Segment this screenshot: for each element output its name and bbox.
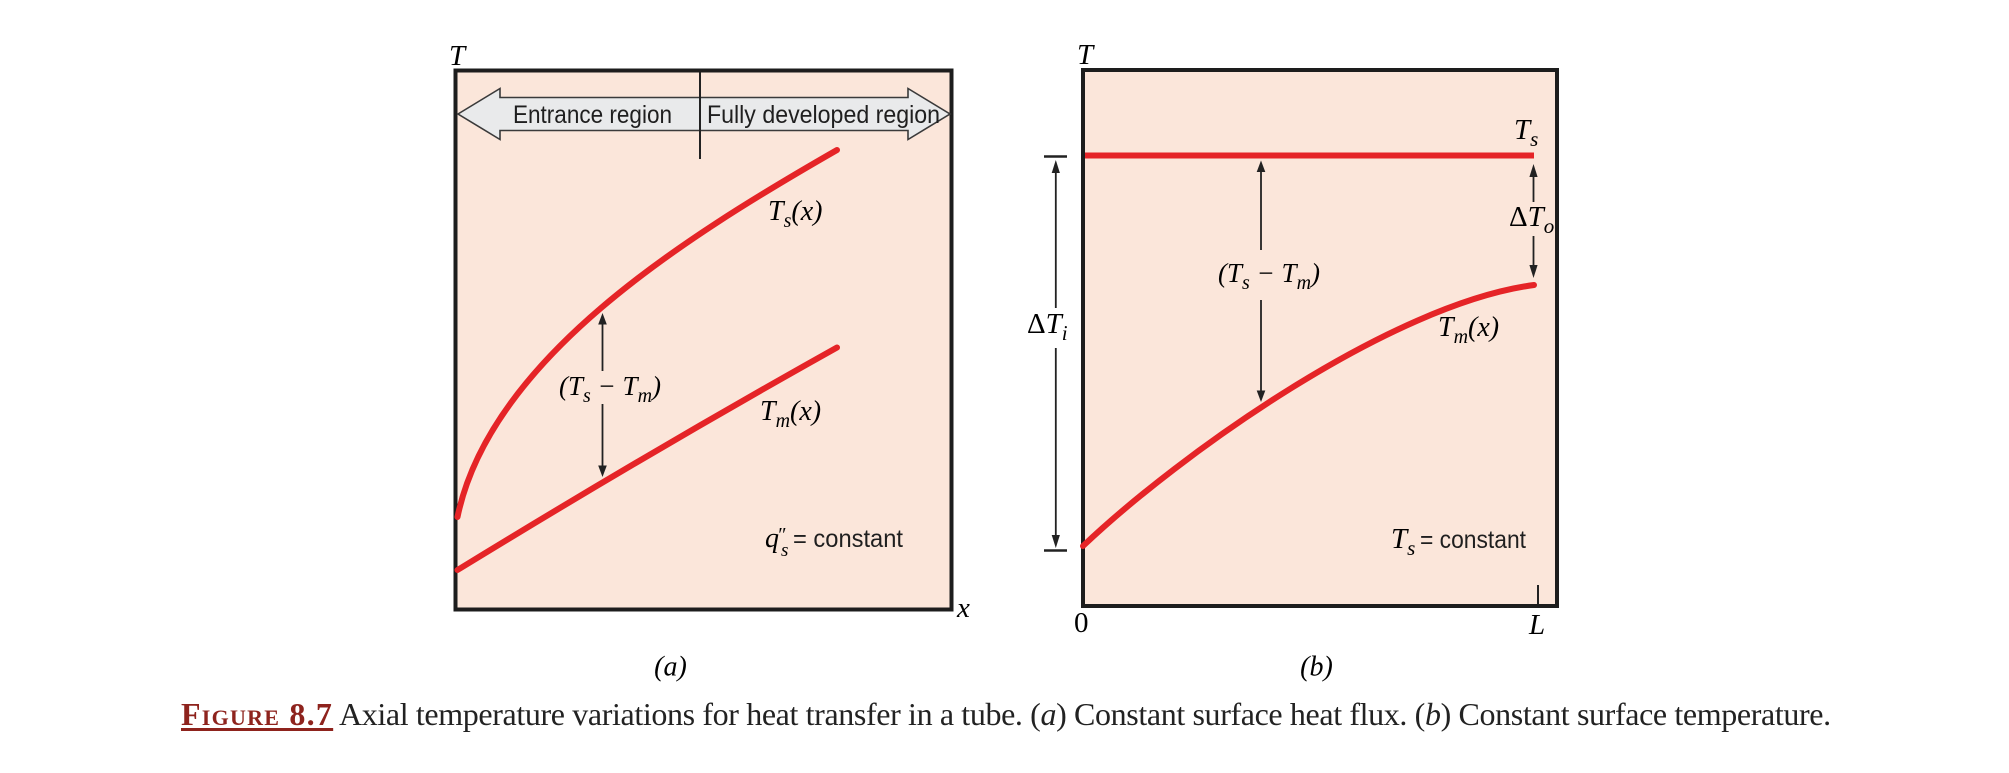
svg-text:L: L [1528,609,1545,641]
svg-text:q: q [765,523,779,554]
svg-text:s: s [781,540,788,561]
svg-text:″: ″ [777,524,786,546]
svg-text:Tm(x): Tm(x) [760,396,821,432]
svg-text:(b): (b) [1300,652,1333,683]
svg-text:= constant: = constant [793,525,903,553]
svg-text:x: x [956,592,970,624]
svg-text:(a): (a) [654,652,687,683]
svg-text:= constant: = constant [1420,526,1526,554]
svg-text:Tm(x): Tm(x) [1438,312,1499,348]
svg-text:T: T [449,40,467,72]
svg-text:Ts: Ts [1514,114,1538,151]
svg-text:T: T [1077,39,1095,71]
svg-text:Entrance region: Entrance region [513,101,672,129]
svg-text:ΔTi: ΔTi [1027,308,1068,345]
svg-text:Ts(x): Ts(x) [768,196,822,232]
svg-text:Fully developed region: Fully developed region [707,101,940,129]
svg-text:0: 0 [1074,607,1089,639]
svg-text:(Ts − Tm): (Ts − Tm) [559,371,661,407]
